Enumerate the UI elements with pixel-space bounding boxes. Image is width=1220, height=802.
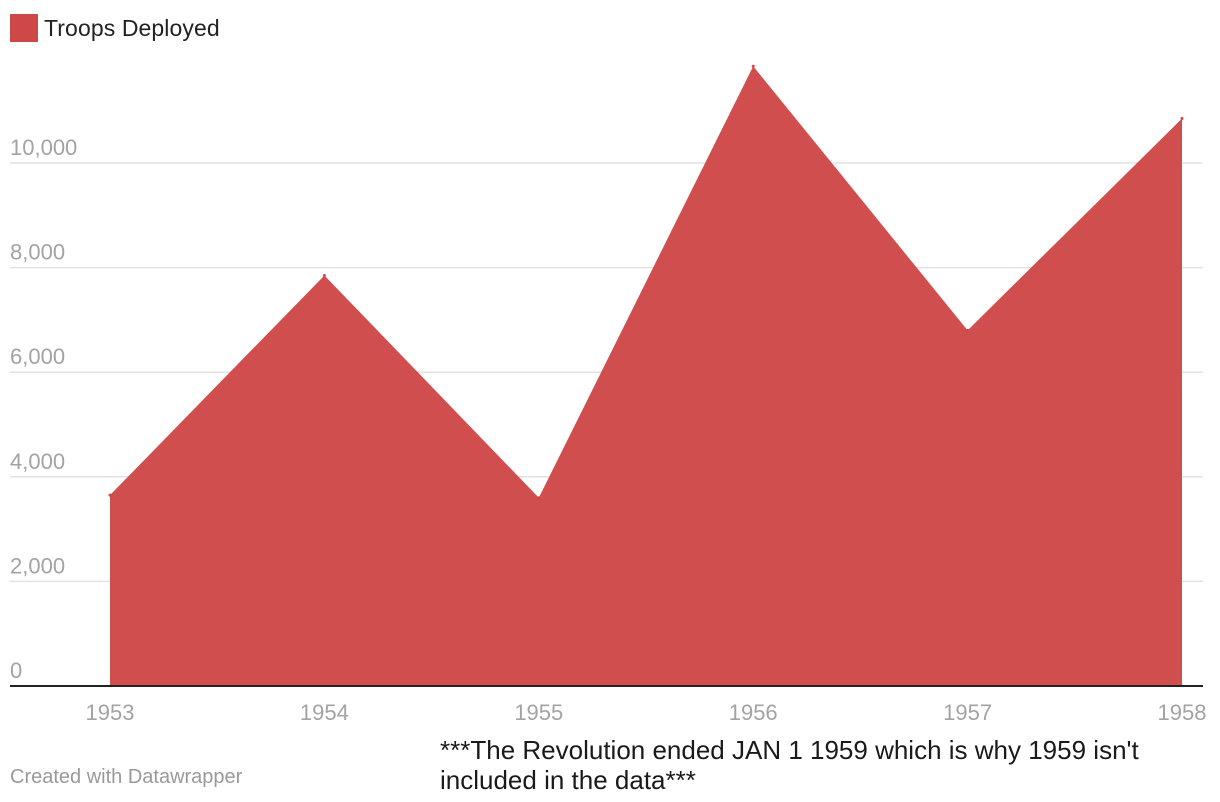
credit-text: Created with Datawrapper [10,766,243,788]
x-tick-label: 1958 [1158,700,1207,725]
x-tick-label: 1957 [943,700,992,725]
y-tick-label: 0 [10,658,22,683]
data-point [322,273,326,277]
legend: Troops Deployed [10,14,220,42]
y-tick-label: 2,000 [10,553,65,578]
legend-swatch [10,14,38,42]
y-tick-label: 10,000 [10,135,77,160]
y-tick-label: 6,000 [10,344,65,369]
legend-label: Troops Deployed [44,14,220,41]
data-point [108,493,112,497]
y-tick-label: 8,000 [10,240,65,265]
y-axis-ticks: 0 2,000 4,000 6,000 8,000 10,000 [10,135,77,683]
x-axis-ticks: 1953 1954 1955 1956 1957 1958 [86,700,1207,725]
data-point [1180,117,1184,121]
x-tick-label: 1955 [514,700,563,725]
area-fill [110,66,1182,687]
y-tick-label: 4,000 [10,449,65,474]
data-point [966,328,970,332]
x-tick-label: 1953 [86,700,135,725]
area-series [108,64,1184,687]
data-point [751,64,755,68]
x-tick-label: 1954 [300,700,349,725]
x-tick-label: 1956 [729,700,778,725]
data-point [537,496,541,500]
chart-note: ***The Revolution ended JAN 1 1959 which… [440,735,1139,795]
